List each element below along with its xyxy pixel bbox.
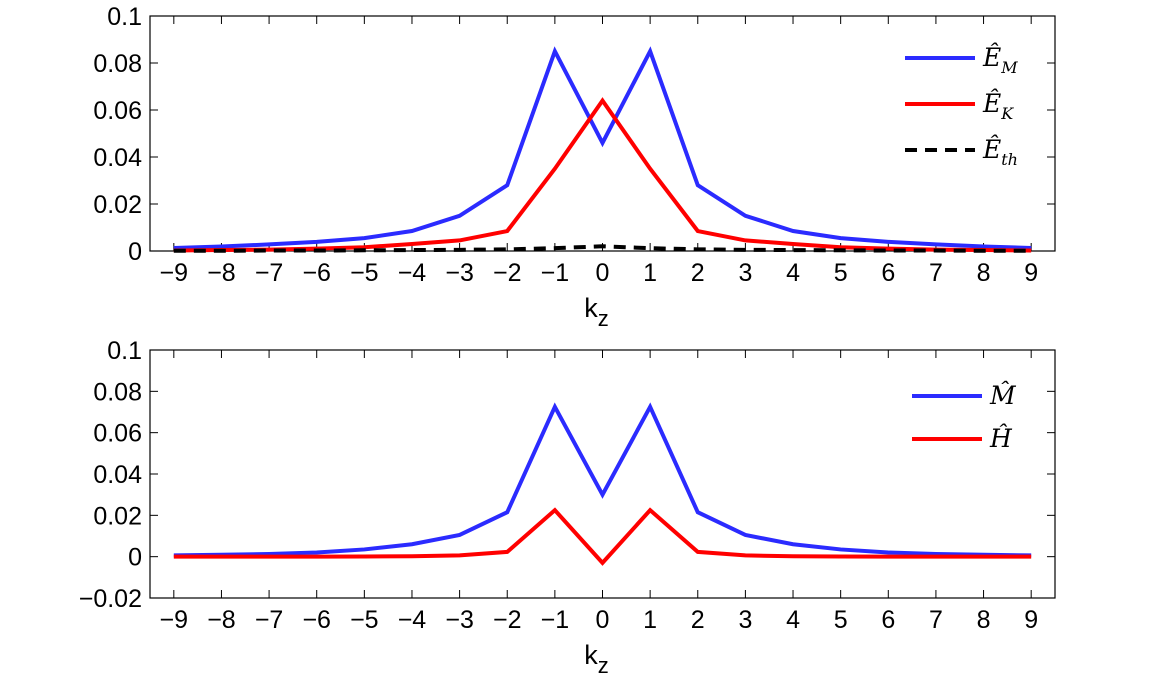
x-tick-label: −7 [255,606,284,634]
series-line-1 [173,402,1032,558]
x-tick-label: −6 [302,259,331,287]
series-line-2 [173,97,1032,253]
y-tick-label: 0.02 [93,502,142,530]
x-tick-label: 6 [881,606,895,634]
x-tick-label: 5 [834,259,848,287]
legend-label-3: Êth [982,135,1018,169]
x-tick-label: −4 [398,606,427,634]
y-tick-label: −0.02 [79,585,142,613]
series-line-1 [173,46,1032,250]
x-tick-label: 7 [929,259,943,287]
x-tick-label: −4 [398,259,427,287]
x-tick-label: 0 [596,606,610,634]
y-tick-label: 0.08 [93,378,142,406]
x-tick-label: −1 [541,259,570,287]
x-tick-label: 3 [738,606,752,634]
x-tick-label: 4 [786,606,800,634]
x-tick-label: 4 [786,259,800,287]
x-tick-label: −9 [160,606,189,634]
x-tick-label: 1 [643,606,657,634]
x-tick-label: −5 [350,259,379,287]
x-tick-label: −1 [541,606,570,634]
x-tick-label: 2 [691,606,705,634]
x-tick-label: −2 [493,259,522,287]
x-tick-label: −8 [207,259,236,287]
x-tick-label: −3 [445,606,474,634]
y-tick-label: 0.06 [93,420,142,448]
x-tick-label: −9 [160,259,189,287]
y-tick-label: 0 [128,544,142,572]
x-tick-label: 9 [1024,259,1038,287]
x-tick-label: −2 [493,606,522,634]
x-tick-label: 0 [596,259,610,287]
x-tick-label: 8 [977,259,991,287]
y-tick-label: 0.1 [107,337,142,365]
chart-panel-2: −9 −8 −7 −6 −5 −4 −3 −2 −1 0 1 2 3 4 5 6 7 8 9 −0.02 0 0.02 0.… [79,337,1056,678]
legend-label-2: Ĥ [989,424,1013,453]
series-line-2 [173,507,1032,566]
series-line-3 [173,244,1032,253]
legend-label-1: ÊM [982,43,1018,77]
y-tick-label: 0.06 [93,97,142,125]
x-tick-label: 2 [691,259,705,287]
x-tick-label: −8 [207,606,236,634]
y-tick-label: 0.08 [93,50,142,78]
x-tick-label: −3 [445,259,474,287]
x-tick-label: 5 [834,606,848,634]
y-tick-label: 0.04 [93,144,142,172]
y-tick-label: 0.04 [93,461,142,489]
legend-label-1: M̂ [989,381,1017,410]
plot-frame [149,15,1056,252]
x-tick-label: 8 [977,606,991,634]
y-tick-label: 0 [128,238,142,266]
x-tick-label: 9 [1024,606,1038,634]
x-axis-label: kz [584,640,609,678]
x-tick-label: −5 [350,606,379,634]
x-tick-label: −6 [302,606,331,634]
x-tick-label: −7 [255,259,284,287]
chart-panel-1: −9 −8 −7 −6 −5 −4 −3 −2 −1 0 1 2 3 4 5 6 7 8 9 0 0.02 0.04 0.0… [93,3,1056,331]
y-tick-label: 0.1 [107,3,142,31]
y-tick-label: 0.02 [93,191,142,219]
x-tick-label: 6 [881,259,895,287]
x-tick-label: 1 [643,259,657,287]
x-tick-label: 3 [738,259,752,287]
x-tick-label: 7 [929,606,943,634]
legend-label-2: ÊK [982,89,1014,123]
x-axis-label: kz [584,293,609,331]
